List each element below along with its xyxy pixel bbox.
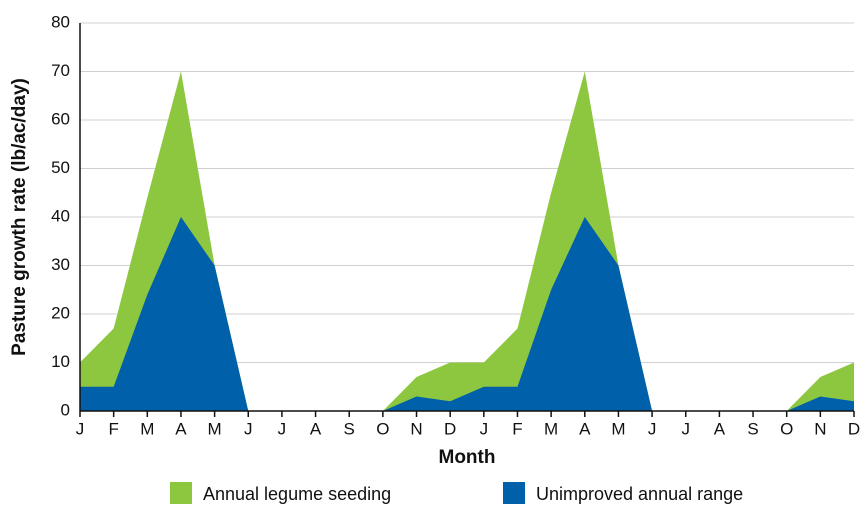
x-tick-label: N: [410, 419, 422, 438]
y-tick-label: 10: [51, 352, 70, 371]
x-axis-title: Month: [439, 447, 496, 468]
y-tick-label: 60: [51, 109, 70, 128]
x-tick-label: J: [681, 419, 690, 438]
y-tick-label: 0: [61, 400, 70, 419]
x-tick-label: O: [780, 419, 793, 438]
x-tick-label: J: [648, 419, 657, 438]
x-tick-label: M: [611, 419, 625, 438]
y-tick-label: 40: [51, 206, 70, 225]
area: [80, 217, 854, 411]
x-tick-label: M: [208, 419, 222, 438]
x-tick-label: F: [108, 419, 118, 438]
x-tick-label: J: [278, 419, 287, 438]
x-tick-label: S: [747, 419, 758, 438]
y-tick-label: 80: [51, 12, 70, 31]
legend-swatch: [503, 482, 525, 504]
x-tick-label: J: [76, 419, 85, 438]
legend-swatch: [170, 482, 192, 504]
x-tick-label: S: [344, 419, 355, 438]
legend-label: Unimproved annual range: [536, 484, 743, 504]
x-tick-label: O: [376, 419, 389, 438]
x-tick-label: F: [512, 419, 522, 438]
y-tick-label: 20: [51, 303, 70, 322]
y-tick-label: 50: [51, 158, 70, 177]
y-axis-title: Pasture growth rate (lb/ac/day): [9, 78, 30, 356]
y-tick-label: 70: [51, 61, 70, 80]
legend-label: Annual legume seeding: [203, 484, 391, 504]
x-tick-label: N: [814, 419, 826, 438]
y-tick-label: 30: [51, 255, 70, 274]
x-tick-label: A: [579, 419, 591, 438]
x-tick-label: M: [544, 419, 558, 438]
x-tick-label: D: [444, 419, 456, 438]
x-tick-label: A: [310, 419, 322, 438]
x-tick-label: M: [140, 419, 154, 438]
x-tick-label: J: [480, 419, 489, 438]
x-tick-label: A: [714, 419, 726, 438]
x-tick-label: A: [175, 419, 187, 438]
x-tick-label: J: [244, 419, 253, 438]
x-tick-label: D: [848, 419, 860, 438]
